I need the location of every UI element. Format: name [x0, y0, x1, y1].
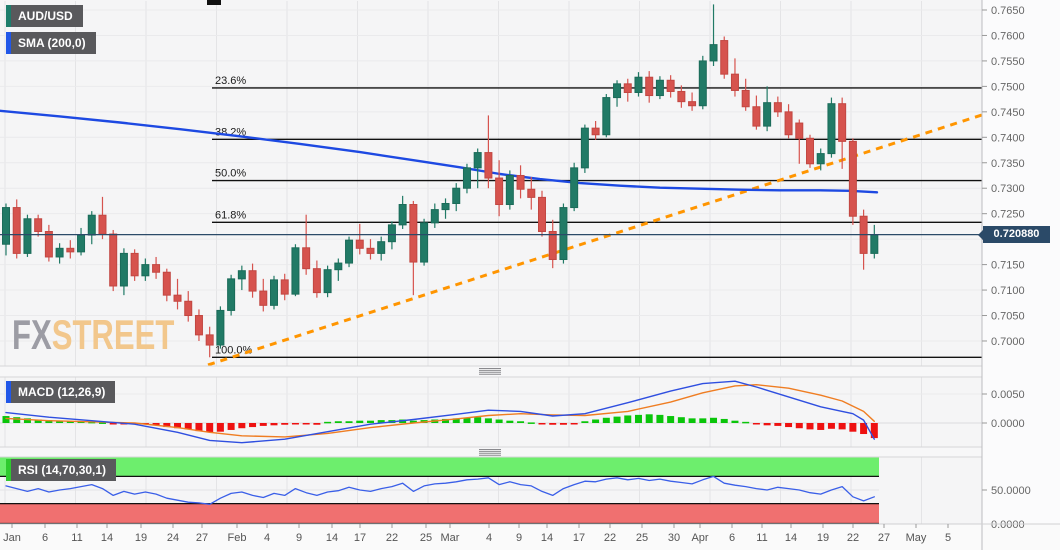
svg-text:0.7450: 0.7450 [991, 107, 1025, 119]
sma-accent-bar [6, 32, 11, 54]
svg-text:0.7050: 0.7050 [991, 311, 1025, 323]
svg-text:0.0050: 0.0050 [991, 389, 1025, 401]
svg-text:9: 9 [296, 532, 302, 544]
macd-signal-line [5, 384, 875, 438]
macd-indicator-chip[interactable]: MACD (12,26,9) [6, 381, 116, 403]
svg-text:17: 17 [573, 532, 585, 544]
svg-text:0.0000: 0.0000 [991, 418, 1025, 430]
svg-text:22: 22 [847, 532, 859, 544]
svg-text:27: 27 [878, 532, 890, 544]
watermark-fx: FX [12, 311, 52, 358]
svg-text:0.7650: 0.7650 [991, 5, 1025, 17]
svg-text:22: 22 [604, 532, 616, 544]
svg-text:May: May [906, 532, 927, 544]
svg-text:9: 9 [516, 532, 522, 544]
svg-text:0.7500: 0.7500 [991, 81, 1025, 93]
svg-text:11: 11 [756, 532, 767, 544]
svg-text:0.7150: 0.7150 [991, 260, 1025, 272]
svg-text:0.7600: 0.7600 [991, 30, 1025, 42]
svg-text:30: 30 [668, 532, 680, 544]
sma-indicator-chip[interactable]: SMA (200,0) [6, 32, 96, 54]
svg-text:22: 22 [386, 532, 398, 544]
svg-text:0.0000: 0.0000 [991, 519, 1025, 531]
svg-text:6: 6 [729, 532, 735, 544]
svg-text:100.0%: 100.0% [215, 344, 253, 356]
rsi-bands [0, 457, 879, 525]
svg-text:0.7000: 0.7000 [991, 336, 1025, 348]
svg-text:0.7100: 0.7100 [991, 285, 1025, 297]
time-axis[interactable]: Jan 6 11 14 19 24 27 Feb 4 9 14 17 22 25 Mar 4 9 14 17 22 25… [0, 523, 1060, 544]
svg-text:50.0000: 50.0000 [991, 485, 1031, 497]
svg-text:4: 4 [264, 532, 270, 544]
svg-text:14: 14 [785, 532, 797, 544]
svg-text:Mar: Mar [441, 532, 460, 544]
svg-text:0.7400: 0.7400 [991, 132, 1025, 144]
svg-text:61.8%: 61.8% [215, 209, 246, 221]
macd-label: MACD (12,26,9) [11, 381, 116, 403]
svg-text:17: 17 [354, 532, 366, 544]
svg-text:50.0%: 50.0% [215, 168, 246, 180]
rsi-indicator-chip[interactable]: RSI (14,70,30,1) [6, 459, 117, 481]
macd-accent-bar [6, 381, 11, 403]
svg-text:0.7550: 0.7550 [991, 56, 1025, 68]
svg-text:0.7300: 0.7300 [991, 183, 1025, 195]
macd-line [5, 380, 875, 444]
svg-text:0.7250: 0.7250 [991, 209, 1025, 221]
watermark-street: STREET [51, 311, 175, 358]
svg-text:0.7350: 0.7350 [991, 158, 1025, 170]
price-axis[interactable]: 0.7650 0.7600 0.7550 0.7500 0.7450 0.7400 0.73… [981, 0, 1031, 550]
svg-text:6: 6 [42, 532, 48, 544]
fxstreet-watermark: FXSTREET [12, 314, 174, 356]
macd-histogram [2, 414, 878, 439]
svg-text:14: 14 [541, 532, 553, 544]
svg-text:23.6%: 23.6% [215, 75, 246, 87]
svg-text:5: 5 [945, 532, 951, 544]
symbol-accent-bar [6, 5, 11, 27]
panel-splitter[interactable] [0, 365, 982, 458]
svg-text:14: 14 [326, 532, 338, 544]
svg-text:Jan: Jan [3, 532, 21, 544]
rsi-accent-bar [6, 459, 11, 481]
symbol-label: AUD/USD [11, 5, 83, 27]
sma-label: SMA (200,0) [11, 32, 96, 54]
svg-text:24: 24 [167, 532, 179, 544]
svg-text:25: 25 [636, 532, 648, 544]
svg-text:Apr: Apr [691, 532, 708, 544]
symbol-chip[interactable]: AUD/USD [6, 5, 83, 27]
svg-text:11: 11 [71, 532, 82, 544]
svg-text:27: 27 [196, 532, 208, 544]
candlesticks [2, 4, 879, 358]
svg-text:19: 19 [817, 532, 829, 544]
current-price-badge: 0.720880 [978, 226, 1050, 243]
rsi-label: RSI (14,70,30,1) [11, 459, 117, 481]
svg-text:4: 4 [486, 532, 492, 544]
svg-text:14: 14 [101, 532, 113, 544]
svg-text:19: 19 [135, 532, 147, 544]
svg-text:Feb: Feb [228, 532, 247, 544]
rsi-line [5, 475, 875, 505]
svg-text:25: 25 [420, 532, 432, 544]
